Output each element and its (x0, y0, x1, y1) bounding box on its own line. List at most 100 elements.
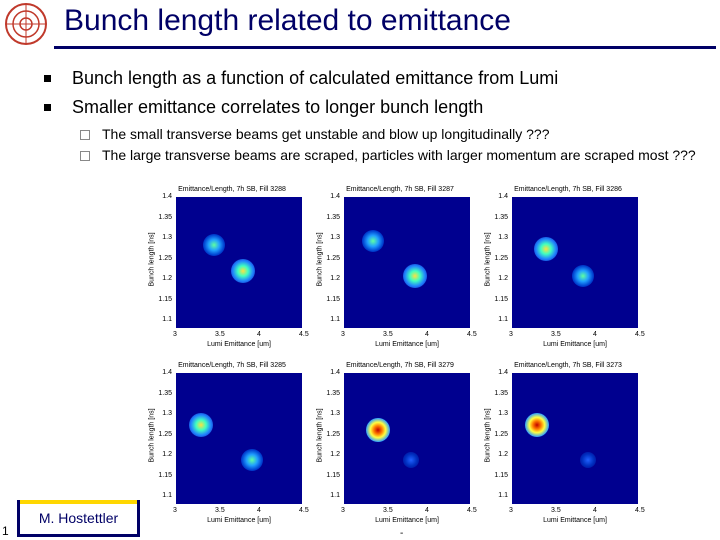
y-tick-label: 1.15 (326, 471, 340, 479)
density-cluster (365, 417, 390, 442)
y-tick-label: 1.2 (498, 275, 508, 282)
x-tick-label: 3 (509, 331, 513, 338)
bullet-item: Smaller emittance correlates to longer b… (44, 93, 704, 122)
bullet-item: Bunch length as a function of calculated… (44, 64, 704, 93)
cern-logo (5, 3, 47, 45)
x-tick-label: 4.5 (635, 331, 645, 338)
x-tick-label: 3 (509, 507, 513, 514)
plot-title: Emittance/Length, 7h SB, Fill 3285 (178, 362, 286, 369)
x-axis-label: Lumi Emittance [um] (543, 341, 607, 348)
plot-title: Emittance/Length, 7h SB, Fill 3288 (178, 186, 286, 193)
x-tick-label: 4.5 (299, 507, 309, 514)
y-tick-label: 1.4 (498, 369, 508, 376)
slide-title: Bunch length related to emittance (64, 4, 511, 37)
heatmap-area (176, 197, 302, 328)
page-number: 1 (2, 524, 9, 538)
footer-mark: - (400, 528, 404, 539)
bullet-text: Bunch length as a function of calculated… (72, 68, 559, 88)
x-tick-label: 3.5 (551, 507, 561, 514)
y-tick-label: 1.15 (494, 295, 508, 303)
x-tick-label: 3 (173, 331, 177, 338)
y-tick-label: 1.35 (326, 213, 340, 221)
y-tick-label: 1.1 (330, 492, 340, 499)
bullet-square-icon (44, 75, 51, 82)
y-tick-label: 1.25 (326, 430, 340, 438)
x-tick-label: 3 (341, 507, 345, 514)
heatmap-area (344, 373, 470, 504)
y-tick-label: 1.2 (330, 451, 340, 458)
author-accent-bar (20, 500, 137, 504)
y-tick-label: 1.4 (498, 193, 508, 200)
y-tick-label: 1.1 (162, 316, 172, 323)
x-tick-label: 4 (257, 507, 261, 514)
plot-title: Emittance/Length, 7h SB, Fill 3279 (346, 362, 454, 369)
density-cluster (403, 263, 428, 288)
y-tick-label: 1.35 (158, 389, 172, 397)
x-tick-label: 3 (173, 507, 177, 514)
checkbox-bullet-icon (80, 130, 90, 140)
y-tick-label: 1.3 (162, 234, 172, 241)
y-tick-label: 1.25 (494, 254, 508, 262)
y-tick-label: 1.3 (498, 410, 508, 417)
y-tick-label: 1.2 (498, 451, 508, 458)
heatmap-plot: Emittance/Length, 7h SB, Fill 3273 Bunch … (476, 362, 645, 526)
y-tick-label: 1.15 (326, 295, 340, 303)
plot-title: Emittance/Length, 7h SB, Fill 3273 (514, 362, 622, 369)
y-tick-label: 1.3 (330, 234, 340, 241)
y-tick-label: 1.2 (162, 275, 172, 282)
y-tick-label: 1.1 (498, 492, 508, 499)
x-tick-label: 3 (341, 331, 345, 338)
x-axis-label: Lumi Emittance [um] (207, 341, 271, 348)
heatmap-plot: Emittance/Length, 7h SB, Fill 3287 Bunch … (308, 186, 477, 350)
heatmap-plot: Emittance/Length, 7h SB, Fill 3279 Bunch … (308, 362, 477, 526)
density-cluster (525, 413, 550, 438)
x-tick-label: 3.5 (215, 331, 225, 338)
y-tick-label: 1.2 (162, 451, 172, 458)
y-tick-label: 1.4 (162, 193, 172, 200)
density-cluster (403, 452, 420, 469)
sub-bullet-text: The small transverse beams get unstable … (102, 126, 550, 142)
y-tick-label: 1.25 (494, 430, 508, 438)
plot-title: Emittance/Length, 7h SB, Fill 3286 (514, 186, 622, 193)
y-tick-label: 1.3 (498, 234, 508, 241)
plot-title: Emittance/Length, 7h SB, Fill 3287 (346, 186, 454, 193)
heatmap-area (344, 197, 470, 328)
density-cluster (189, 413, 214, 438)
heatmap-area (512, 373, 638, 504)
x-tick-label: 4.5 (467, 507, 477, 514)
y-tick-label: 1.2 (330, 275, 340, 282)
sub-bullet-item: The small transverse beams get unstable … (44, 124, 704, 145)
heatmap-area (176, 373, 302, 504)
x-tick-label: 4 (593, 331, 597, 338)
x-tick-label: 3.5 (551, 331, 561, 338)
heatmap-plot: Emittance/Length, 7h SB, Fill 3288 Bunch … (140, 186, 309, 350)
y-tick-label: 1.15 (158, 471, 172, 479)
heatmap-area (512, 197, 638, 328)
y-tick-label: 1.15 (494, 471, 508, 479)
x-tick-label: 4 (425, 331, 429, 338)
y-tick-label: 1.4 (162, 369, 172, 376)
checkbox-bullet-icon (80, 151, 90, 161)
density-cluster (579, 452, 596, 469)
y-tick-label: 1.1 (498, 316, 508, 323)
x-axis-label: Lumi Emittance [um] (207, 517, 271, 524)
bullet-list: Bunch length as a function of calculated… (44, 64, 704, 166)
x-tick-label: 4.5 (467, 331, 477, 338)
density-cluster (240, 449, 263, 472)
bullet-text: Smaller emittance correlates to longer b… (72, 97, 484, 117)
y-tick-label: 1.25 (158, 430, 172, 438)
x-tick-label: 4.5 (299, 331, 309, 338)
sub-bullet-text: The large transverse beams are scraped, … (102, 147, 696, 163)
y-tick-label: 1.35 (326, 389, 340, 397)
x-axis-label: Lumi Emittance [um] (375, 517, 439, 524)
density-cluster (202, 234, 225, 257)
x-axis-label: Lumi Emittance [um] (543, 517, 607, 524)
y-tick-label: 1.15 (158, 295, 172, 303)
heatmap-plot: Emittance/Length, 7h SB, Fill 3285 Bunch … (140, 362, 309, 526)
plot-grid: Emittance/Length, 7h SB, Fill 3288 Bunch … (140, 186, 645, 536)
title-underline (54, 46, 716, 49)
author-box: M. Hostettler (17, 500, 140, 537)
y-tick-label: 1.4 (330, 193, 340, 200)
x-tick-label: 4 (593, 507, 597, 514)
sub-bullet-item: The large transverse beams are scraped, … (44, 145, 704, 166)
